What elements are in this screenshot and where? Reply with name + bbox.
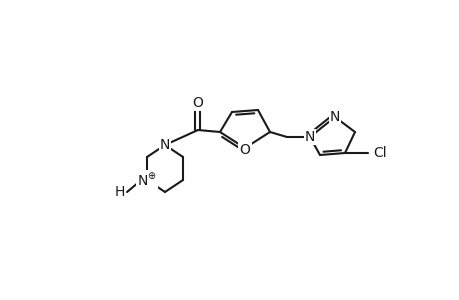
Text: O: O [239, 143, 250, 157]
Text: H: H [114, 185, 125, 199]
Text: N: N [304, 130, 314, 144]
Text: O: O [192, 96, 203, 110]
Text: N: N [329, 110, 340, 124]
Text: $\mathsf{N}^{\oplus}$: $\mathsf{N}^{\oplus}$ [137, 172, 157, 188]
Text: N: N [159, 138, 170, 152]
Text: Cl: Cl [372, 146, 386, 160]
